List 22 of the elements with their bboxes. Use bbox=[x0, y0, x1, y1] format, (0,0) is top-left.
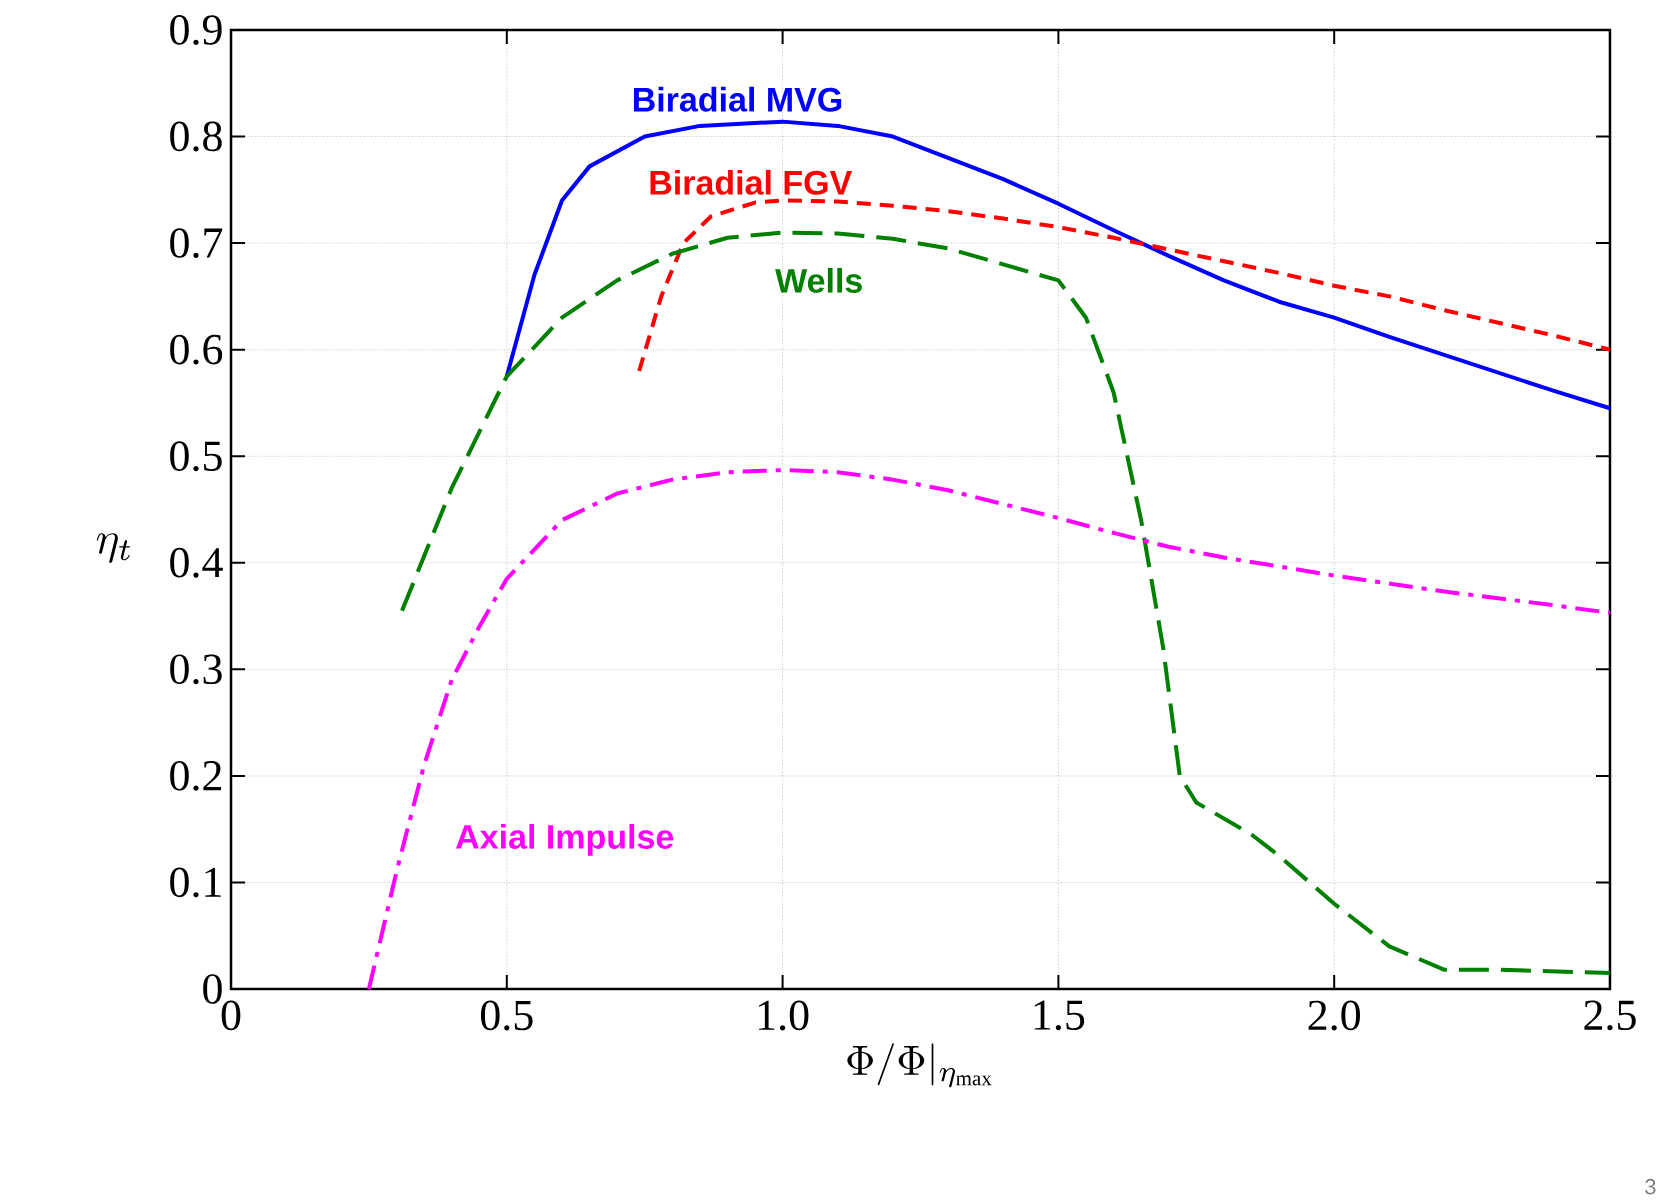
x-axis-title: $\Phi/\Phi|_{\eta_{\max}}$ bbox=[847, 1043, 992, 1088]
y-tick-label: 0.4 bbox=[170, 547, 223, 578]
text: 3 bbox=[1645, 1178, 1656, 1195]
series-label: Biradial MVG bbox=[633, 86, 842, 112]
y-tick-label: 0.7 bbox=[170, 228, 223, 259]
x-tick-label: 1.0 bbox=[758, 1000, 809, 1031]
x-tick-label: 2.5 bbox=[1584, 1000, 1636, 1031]
y-tick-label: 0 bbox=[203, 974, 222, 1004]
y-tick-label: 0.9 bbox=[170, 15, 222, 45]
y-tick-label: 0.6 bbox=[170, 334, 223, 365]
series-label: Axial Impulse bbox=[456, 823, 674, 856]
y-tick-label: 0.5 bbox=[170, 441, 222, 472]
x-tick-label: 1.5 bbox=[1034, 1000, 1085, 1031]
y-axis-title: $\eta_t$ bbox=[96, 533, 130, 563]
x-tick-label: 2.0 bbox=[1308, 1000, 1361, 1031]
series-label: Biradial FGV bbox=[650, 169, 853, 195]
y-tick-label: 0.1 bbox=[170, 867, 221, 898]
y-tick-label: 0.3 bbox=[170, 654, 222, 685]
x-tick-label: 0.5 bbox=[480, 1000, 533, 1031]
series-label: Wells bbox=[775, 267, 862, 293]
y-tick-label: 0.8 bbox=[170, 121, 222, 152]
y-tick-label: 0.2 bbox=[170, 760, 222, 791]
